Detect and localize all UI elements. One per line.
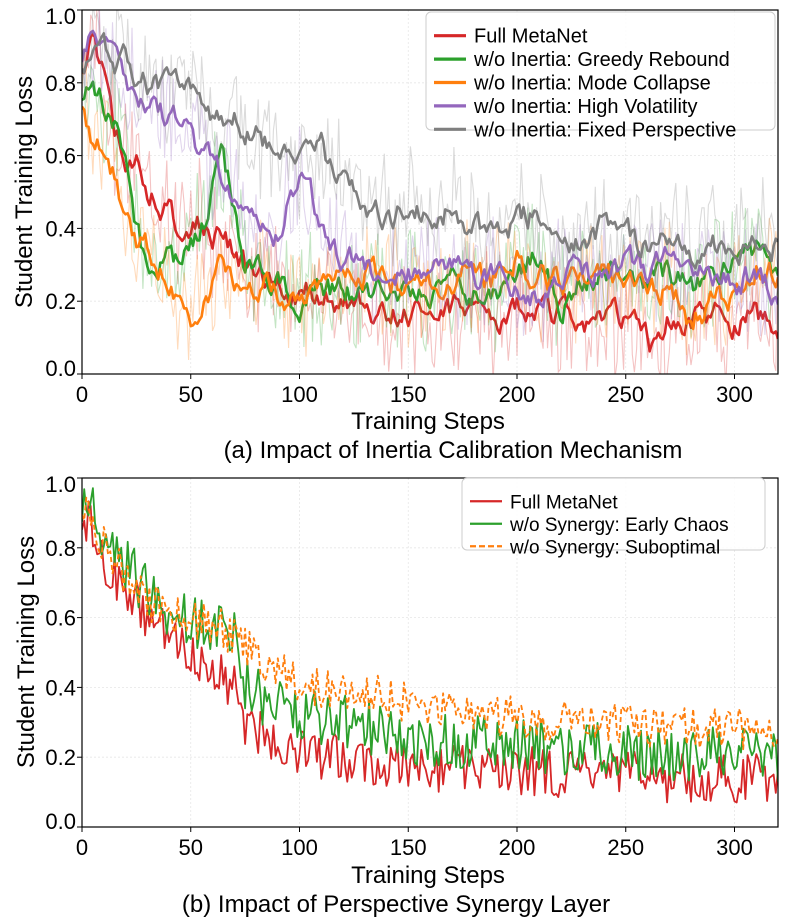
panel-b-xtick-label: 300 [716, 835, 753, 860]
panel-a-xtick-label: 0 [76, 382, 88, 407]
panel-a-series [82, 10, 778, 374]
panel-b-xtick-label: 150 [390, 835, 427, 860]
raw-series-line [82, 51, 778, 361]
legend-label: w/o Inertia: High Volatility [473, 96, 697, 118]
panel-a-ytick-label: 1.0 [45, 4, 76, 29]
panel-a-series-clip [82, 10, 778, 374]
panel-b-series [82, 487, 778, 804]
panel-b-title: (b) Impact of Perspective Synergy Layer [182, 891, 610, 918]
panel-b-legend-box [461, 477, 766, 551]
panel-b-frame [81, 477, 779, 828]
panel-b-ticks: 0 50 100 150 200 250 300 0.0 0.2 0.4 0.6 0.8 1.0 [45, 472, 752, 860]
series-line [82, 80, 778, 325]
panel-b-xtick-label: 0 [76, 835, 88, 860]
panel-a-chart: 0 50 100 150 200 250 300 0.0 0.2 0.4 0.6 0.8 1.0 Tra… [11, 4, 779, 464]
panel-b-ytick-label: 0.0 [45, 809, 76, 834]
series-line [82, 32, 778, 270]
legend-label: Full MetaNet [474, 26, 588, 48]
legend-label: w/o Inertia: Mode Collapse [473, 73, 711, 95]
panel-b-ytick-label: 0.6 [45, 606, 76, 631]
panel-a-legend-box [425, 11, 776, 131]
series-line [82, 500, 778, 804]
panel-b-xtick-label: 100 [281, 835, 318, 860]
series-line [82, 32, 778, 353]
panel-b-xtick-label: 200 [499, 835, 536, 860]
panel-a-xtick-label: 200 [499, 382, 536, 407]
panel-b-series-clip [82, 487, 778, 804]
panel-b-ytick-label: 1.0 [45, 472, 76, 497]
legend-label: w/o Synergy: Suboptimal [509, 537, 720, 558]
panel-a-ytick-label: 0.4 [45, 216, 76, 241]
legend-label: w/o Inertia: Fixed Perspective [473, 119, 736, 141]
panel-a-frame [81, 9, 779, 375]
panel-b-chart: 0 50 100 150 200 250 300 0.0 0.2 0.4 0.6 0.8 1.0 Tra… [13, 472, 779, 918]
panel-a-ytick-label: 0.6 [45, 144, 76, 169]
panel-b-ylabel: Student Training Loss [13, 536, 40, 768]
raw-series-line [82, 10, 778, 342]
panel-b-ytick-label: 0.4 [45, 675, 76, 700]
series-line [82, 105, 778, 331]
panel-a-xtick-label: 300 [716, 382, 753, 407]
series-line [82, 29, 778, 309]
panel-a-xlabel: Training Steps [351, 408, 505, 435]
series-line [82, 487, 778, 782]
panel-a-ylabel: Student Training Loss [11, 76, 38, 308]
legend-label: Full MetaNet [510, 492, 618, 513]
panel-b-xtick-label: 50 [179, 835, 203, 860]
panel-a-title: (a) Impact of Inertia Calibration Mechan… [224, 437, 683, 464]
panel-b-xtick-label: 250 [607, 835, 644, 860]
legend-label: w/o Inertia: Greedy Rebound [473, 49, 730, 71]
panel-b-ytick-label: 0.8 [45, 536, 76, 561]
panel-a-ytick-label: 0.8 [45, 71, 76, 96]
panel-a-ytick-label: 0.0 [45, 356, 76, 381]
raw-series-line [82, 10, 778, 297]
panel-a-ticks: 0 50 100 150 200 250 300 0.0 0.2 0.4 0.6 0.8 1.0 [45, 4, 752, 407]
panel-b-xlabel: Training Steps [351, 862, 505, 889]
panel-a-ytick-label: 0.2 [45, 289, 76, 314]
panel-a-xtick-label: 250 [607, 382, 644, 407]
panel-a-xtick-label: 50 [179, 382, 203, 407]
panel-a-xtick-label: 150 [390, 382, 427, 407]
legend-label: w/o Synergy: Early Chaos [509, 515, 729, 536]
panel-a-xtick-label: 100 [281, 382, 318, 407]
panel-b-ytick-label: 0.2 [45, 745, 76, 770]
